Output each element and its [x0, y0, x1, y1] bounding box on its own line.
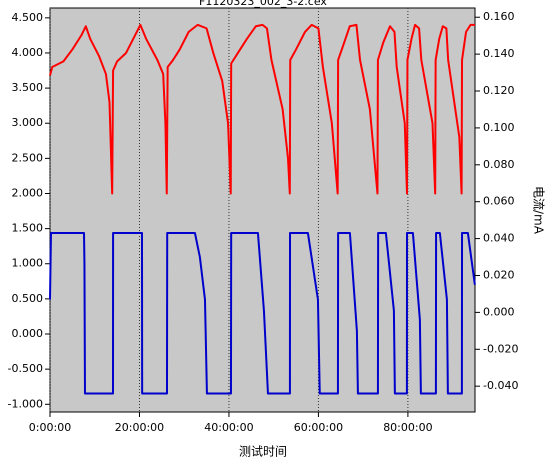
y2-tick-label: 0.040: [483, 232, 515, 245]
x-tick-label: 40:00:00: [204, 421, 253, 434]
x-tick-label: 80:00:00: [383, 421, 432, 434]
series-line: [49, 23, 475, 195]
x-tick-label: 60:00:00: [294, 421, 343, 434]
y-tick-label: 1.500: [12, 222, 44, 235]
y-tick-label: 0.000: [12, 327, 44, 340]
y2-tick-label: 0.000: [483, 305, 515, 318]
plot-area: [49, 7, 476, 413]
y-tick-label: 1.000: [12, 257, 44, 270]
y-tick-label: 3.500: [12, 81, 44, 94]
y-tick-label: 0.500: [12, 292, 44, 305]
y-tick-label: 2.500: [12, 151, 44, 164]
x-tick-label: 20:00:00: [115, 421, 164, 434]
series-line: [49, 232, 476, 395]
y-tick-label: 4.500: [12, 11, 44, 24]
y-tick-label: 2.000: [12, 186, 44, 199]
y2-tick-label: 0.060: [483, 195, 515, 208]
x-tick-label: 0:00:00: [29, 421, 71, 434]
y-tick-label: -0.500: [8, 362, 43, 375]
chart-title: F1120323_002_3-2.cex: [199, 0, 327, 8]
y2-tick-label: 0.140: [483, 47, 515, 60]
y2-tick-label: 0.160: [483, 10, 515, 23]
y2-tick-label: 0.120: [483, 84, 515, 97]
y-tick-label: 4.000: [12, 46, 44, 59]
y2-tick-label: -0.040: [483, 379, 518, 392]
y2-axis-label: 电流/mA: [532, 186, 546, 235]
y2-tick-label: 0.100: [483, 121, 515, 134]
y2-tick-label: 0.020: [483, 268, 515, 281]
x-axis-label: 测试时间: [239, 444, 287, 459]
y2-tick-label: 0.080: [483, 158, 515, 171]
y2-tick-label: -0.020: [483, 342, 518, 355]
y-tick-label: 3.000: [12, 116, 44, 129]
y-tick-label: -1.000: [8, 397, 43, 410]
